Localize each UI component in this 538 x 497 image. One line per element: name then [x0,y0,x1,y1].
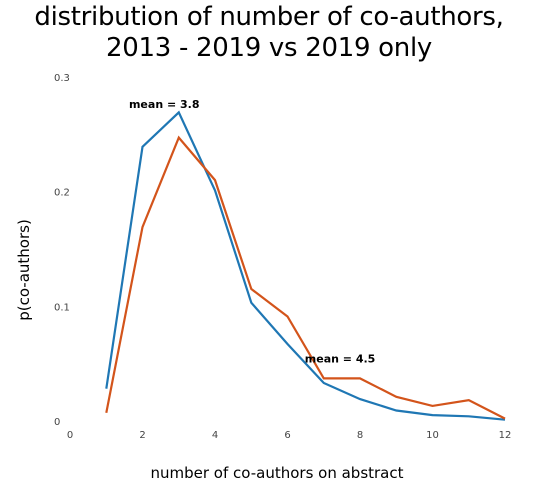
y-tick-label: 0.1 [54,302,70,313]
x-tick-label: 0 [67,430,73,441]
x-tick-label: 2 [139,430,145,441]
y-axis-label: p(co-authors) [15,219,33,321]
x-tick-label: 6 [284,430,290,441]
x-tick-label: 12 [499,430,512,441]
chart-title-line-1: distribution of number of co-authors, [34,2,504,32]
y-tick-label: 0.2 [54,188,70,199]
chart-title-line-2: 2013 - 2019 vs 2019 only [106,33,432,63]
x-axis-label: number of co-authors on abstract [150,464,403,482]
x-tick-label: 10 [426,430,439,441]
series-line-1 [105,110,506,421]
mean-annotation: mean = 4.5 [305,352,376,365]
series-line-2 [105,135,506,420]
y-tick-label: 0.3 [54,73,70,84]
x-tick-label: 8 [357,430,363,441]
y-tick-label: 0 [54,417,60,428]
x-tick-label: 4 [212,430,218,441]
mean-annotation: mean = 3.8 [129,98,200,111]
